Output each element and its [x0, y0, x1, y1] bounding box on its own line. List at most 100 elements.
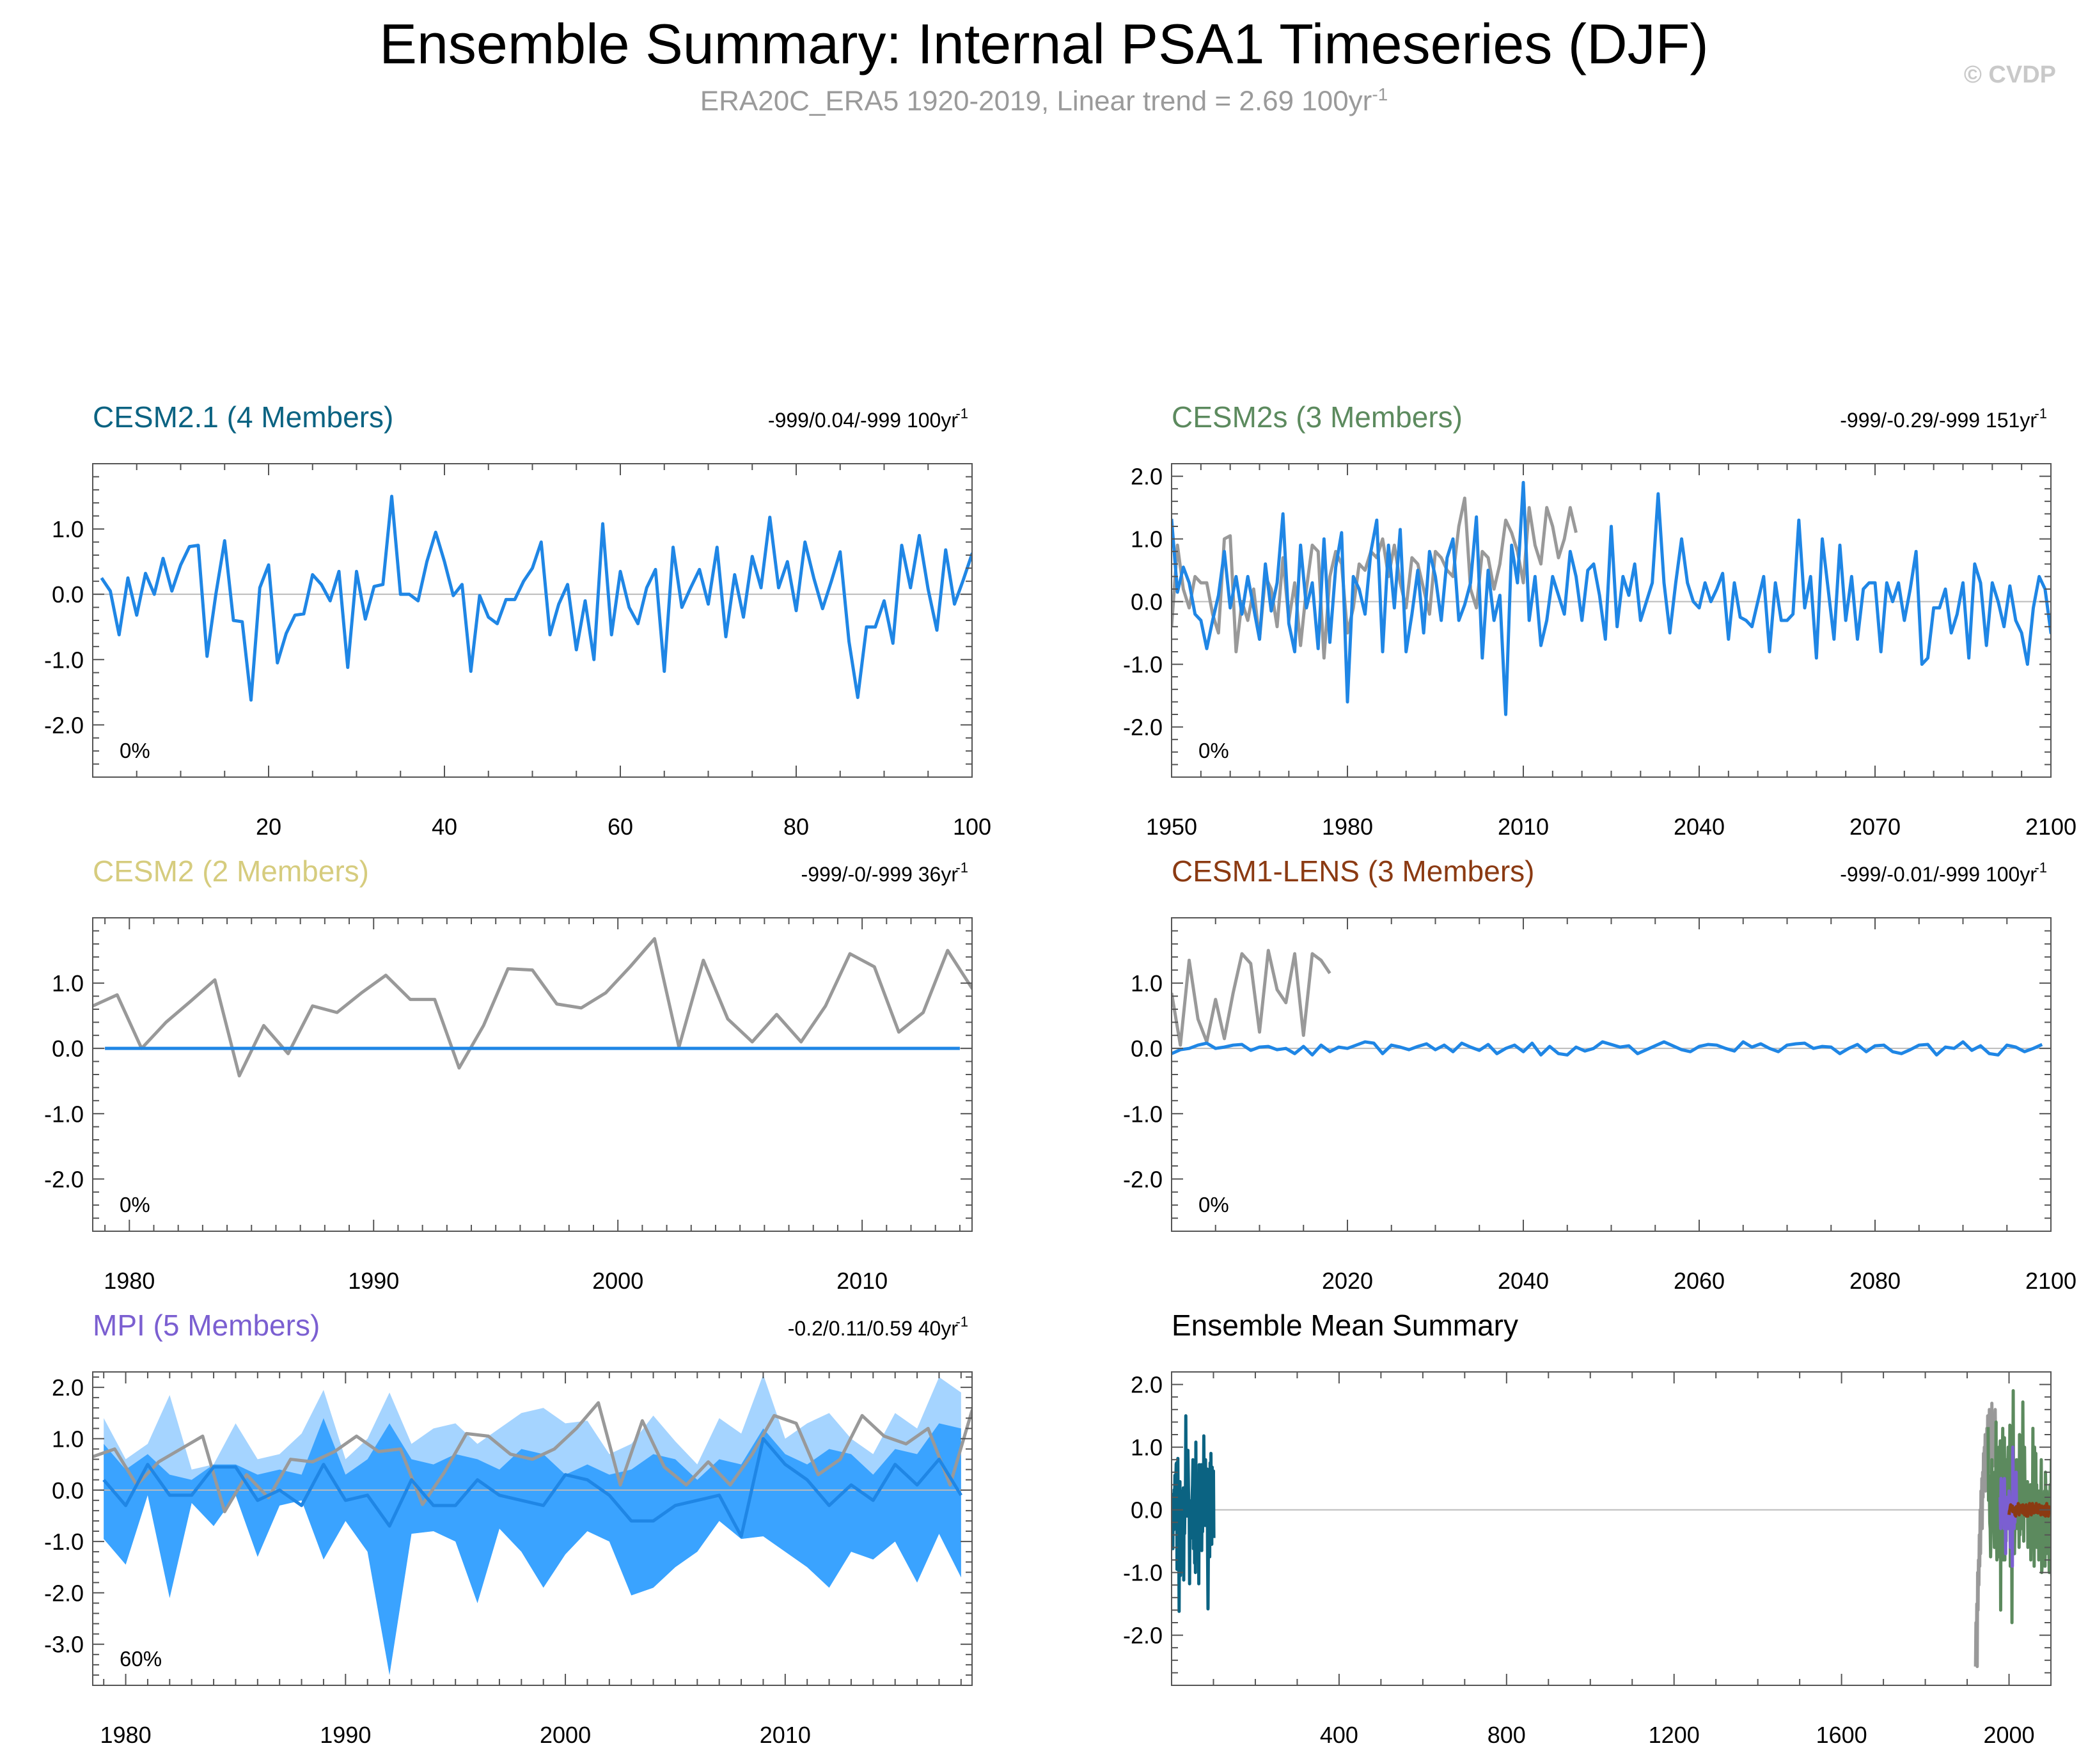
percent-label: 0%	[120, 1193, 150, 1217]
y-tick-label: 2.0	[1131, 1372, 1163, 1398]
series-line	[1172, 480, 2051, 716]
chart-panel: 1.0 0.0 -1.0 -2.0 1980 1990 2000 2010 CESM2 (2 M…	[44, 854, 973, 1294]
y-tick-label: 0.0	[1131, 1036, 1163, 1062]
plot-area	[93, 494, 972, 702]
y-tick-label: 0.0	[52, 1477, 84, 1504]
chart-panel: 2.0 1.0 0.0 -1.0 -2.0 -3.0 1980 1990 2000 2010 MPI…	[44, 1309, 973, 1748]
series-line	[102, 1437, 962, 1538]
y-tick-label: -2.0	[1123, 1623, 1163, 1649]
chart-panel: 1.0 0.0 -1.0 -2.0 2020 2040 2060 2080 2100 CESM1-…	[1123, 854, 2076, 1294]
panel-trend-superscript: -1	[2034, 406, 2047, 421]
x-tick-label: 2100	[2025, 1268, 2076, 1294]
y-tick-label: -2.0	[44, 712, 84, 738]
y-tick-label: -1.0	[1123, 1101, 1163, 1127]
x-tick-label: 2080	[1849, 1268, 1901, 1294]
y-tick-label: 1.0	[1131, 526, 1163, 553]
x-tick-label: 2010	[1498, 814, 1549, 840]
y-tick-label: -1.0	[44, 1101, 84, 1127]
series-line	[1172, 496, 1578, 660]
y-tick-label: 1.0	[52, 970, 84, 996]
panel-title: Ensemble Mean Summary	[1172, 1309, 1518, 1342]
x-tick-label: 2070	[1849, 814, 1901, 840]
x-tick-label: 1990	[348, 1268, 399, 1294]
panel-trend-text: -999/-0.01/-999 100yr	[1840, 863, 2037, 886]
panel-title: CESM1-LENS (3 Members)	[1172, 854, 1534, 888]
y-tick-label: 0.0	[52, 1036, 84, 1062]
plot-frame	[92, 1371, 973, 1686]
panel-trend-text: -999/-0/-999 36yr	[801, 863, 959, 886]
spread-band	[104, 1418, 961, 1675]
y-tick-label: 1.0	[1131, 970, 1163, 996]
x-tick-label: 2040	[1674, 814, 1725, 840]
series-line	[1172, 1040, 2043, 1057]
x-tick-label: 20	[256, 814, 281, 840]
x-tick-label: 100	[953, 814, 991, 840]
plot-frame	[1171, 917, 2052, 1232]
x-tick-label: 1990	[320, 1722, 371, 1748]
plot-frame	[92, 463, 973, 778]
y-tick-label: 1.0	[52, 1426, 84, 1452]
x-tick-label: 2010	[760, 1722, 811, 1748]
panel-title: CESM2 (2 Members)	[93, 854, 369, 888]
percent-label: 0%	[1198, 1193, 1229, 1217]
y-tick-label: 0.0	[52, 581, 84, 608]
y-tick-label: -1.0	[1123, 652, 1163, 678]
x-tick-label: 1600	[1816, 1722, 1867, 1748]
y-tick-label: 2.0	[1131, 464, 1163, 490]
panel-trend-superscript: -1	[2034, 860, 2047, 876]
plot-area	[93, 937, 972, 1078]
percent-label: 0%	[1198, 739, 1229, 762]
y-tick-label: -3.0	[44, 1632, 84, 1658]
y-tick-label: -2.0	[1123, 1166, 1163, 1192]
plot-frame	[92, 917, 973, 1232]
x-tick-label: 1980	[1322, 814, 1373, 840]
x-tick-label: 2000	[592, 1268, 643, 1294]
x-tick-label: 1950	[1146, 814, 1197, 840]
percent-label: 0%	[120, 739, 150, 762]
x-tick-label: 2000	[1983, 1722, 2034, 1748]
chart-panel: 2.0 1.0 0.0 -1.0 -2.0 1950 1980 2010 2040 2070 210…	[1123, 400, 2076, 840]
plot-area	[1172, 480, 2051, 716]
y-tick-label: -1.0	[44, 1529, 84, 1555]
y-tick-label: -2.0	[44, 1166, 84, 1192]
x-tick-label: 2010	[836, 1268, 888, 1294]
x-tick-label: 1980	[104, 1268, 155, 1294]
series-line	[100, 494, 972, 702]
y-tick-label: -1.0	[1123, 1560, 1163, 1586]
plot-area	[93, 1374, 972, 1675]
subtitle-text: ERA20C_ERA5 1920-2019, Linear trend = 2.…	[700, 85, 1372, 117]
plot-frame	[1171, 1371, 2052, 1686]
x-tick-label: 2020	[1322, 1268, 1373, 1294]
series-line	[1974, 1401, 1998, 1669]
panel-trend-text: -999/-0.29/-999 151yr	[1840, 409, 2037, 432]
x-tick-label: 60	[608, 814, 633, 840]
panel-title: MPI (5 Members)	[93, 1309, 320, 1342]
y-tick-label: 1.0	[1131, 1435, 1163, 1461]
x-tick-label: 2040	[1498, 1268, 1549, 1294]
panel-trend-text: -0.2/0.11/0.59 40yr	[788, 1317, 959, 1340]
y-tick-label: -1.0	[44, 647, 84, 673]
plot-area	[1172, 1389, 2051, 1669]
plot-area	[1172, 949, 2051, 1057]
panel-trend-superscript: -1	[955, 1314, 968, 1330]
copyright-label: © CVDP	[1963, 61, 2056, 88]
x-tick-label: 2100	[2025, 814, 2076, 840]
x-tick-label: 40	[432, 814, 457, 840]
y-tick-label: 2.0	[52, 1374, 84, 1401]
panel-title: CESM2s (3 Members)	[1172, 400, 1463, 434]
subtitle-superscript: -1	[1372, 84, 1388, 104]
percent-label: 60%	[120, 1647, 162, 1671]
y-tick-label: -2.0	[44, 1580, 84, 1606]
x-tick-label: 1200	[1649, 1722, 1700, 1748]
x-tick-label: 2000	[540, 1722, 591, 1748]
x-tick-label: 2060	[1674, 1268, 1725, 1294]
y-tick-label: 0.0	[1131, 1497, 1163, 1524]
panel-trend-superscript: -1	[955, 860, 968, 876]
series-line	[1172, 949, 1331, 1047]
figure-title: Ensemble Summary: Internal PSA1 Timeseri…	[379, 12, 1709, 75]
figure-subtitle: ERA20C_ERA5 1920-2019, Linear trend = 2.…	[0, 84, 2088, 118]
y-tick-label: 1.0	[52, 516, 84, 542]
series-line	[93, 937, 972, 1078]
x-tick-label: 800	[1488, 1722, 1526, 1748]
